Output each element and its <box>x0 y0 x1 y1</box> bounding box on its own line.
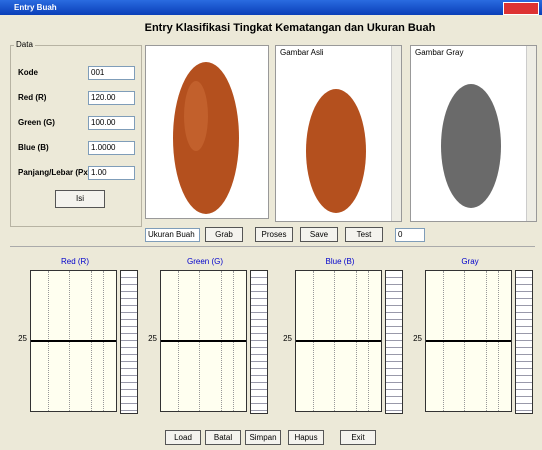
y-label: 25 <box>135 334 157 343</box>
list-box[interactable] <box>250 270 268 414</box>
button[interactable]: Proses <box>255 227 293 242</box>
button[interactable]: Isi <box>55 190 105 208</box>
field-label: Red (R) <box>18 93 46 102</box>
field-label: Panjang/Lebar (Px) <box>18 168 90 177</box>
histogram-title: Gray <box>430 257 510 266</box>
image <box>146 46 268 218</box>
histogram-plot <box>30 270 117 412</box>
button[interactable]: Load <box>165 430 201 445</box>
histogram-plot <box>425 270 512 412</box>
image-panel <box>145 45 269 219</box>
text-input[interactable]: 120.00 <box>88 91 135 105</box>
button[interactable]: Simpan <box>245 430 281 445</box>
image <box>276 46 391 221</box>
window-controls[interactable] <box>503 2 539 15</box>
y-label: 25 <box>270 334 292 343</box>
image-panel: Gambar Gray <box>410 45 537 222</box>
scrollbar[interactable] <box>526 46 536 221</box>
group-label: Data <box>14 40 35 49</box>
button[interactable]: Save <box>300 227 338 242</box>
text-input[interactable]: 001 <box>88 66 135 80</box>
separator <box>10 246 535 247</box>
text-input[interactable]: 100.00 <box>88 116 135 130</box>
level-line <box>31 340 116 342</box>
button[interactable]: Test <box>345 227 383 242</box>
histogram-title: Green (G) <box>165 257 245 266</box>
button[interactable]: Grab <box>205 227 243 242</box>
text-input[interactable]: 1.0000 <box>88 141 135 155</box>
title-bar: Entry Buah <box>0 0 542 15</box>
field-label: Green (G) <box>18 118 55 127</box>
list-box[interactable] <box>515 270 533 414</box>
level-line <box>161 340 246 342</box>
field-label: Blue (B) <box>18 143 49 152</box>
window: Entry Buah Entry Klasifikasi Tingkat Kem… <box>0 0 542 450</box>
button[interactable]: Exit <box>340 430 376 445</box>
y-label: 25 <box>400 334 422 343</box>
histogram-plot <box>295 270 382 412</box>
heading: Entry Klasifikasi Tingkat Kematangan dan… <box>140 22 440 34</box>
combo[interactable]: Ukuran Buah <box>145 228 200 242</box>
scrollbar[interactable] <box>391 46 401 221</box>
histogram-plot <box>160 270 247 412</box>
field-label: Kode <box>18 68 38 77</box>
level-line <box>426 340 511 342</box>
text-input[interactable]: 0 <box>395 228 425 242</box>
button[interactable]: Hapus <box>288 430 324 445</box>
image-panel: Gambar Asli <box>275 45 402 222</box>
y-label: 25 <box>5 334 27 343</box>
histogram-title: Red (R) <box>35 257 115 266</box>
histogram-title: Blue (B) <box>300 257 380 266</box>
button[interactable]: Batal <box>205 430 241 445</box>
text-input[interactable]: 1.00 <box>88 166 135 180</box>
image <box>411 46 526 221</box>
level-line <box>296 340 381 342</box>
